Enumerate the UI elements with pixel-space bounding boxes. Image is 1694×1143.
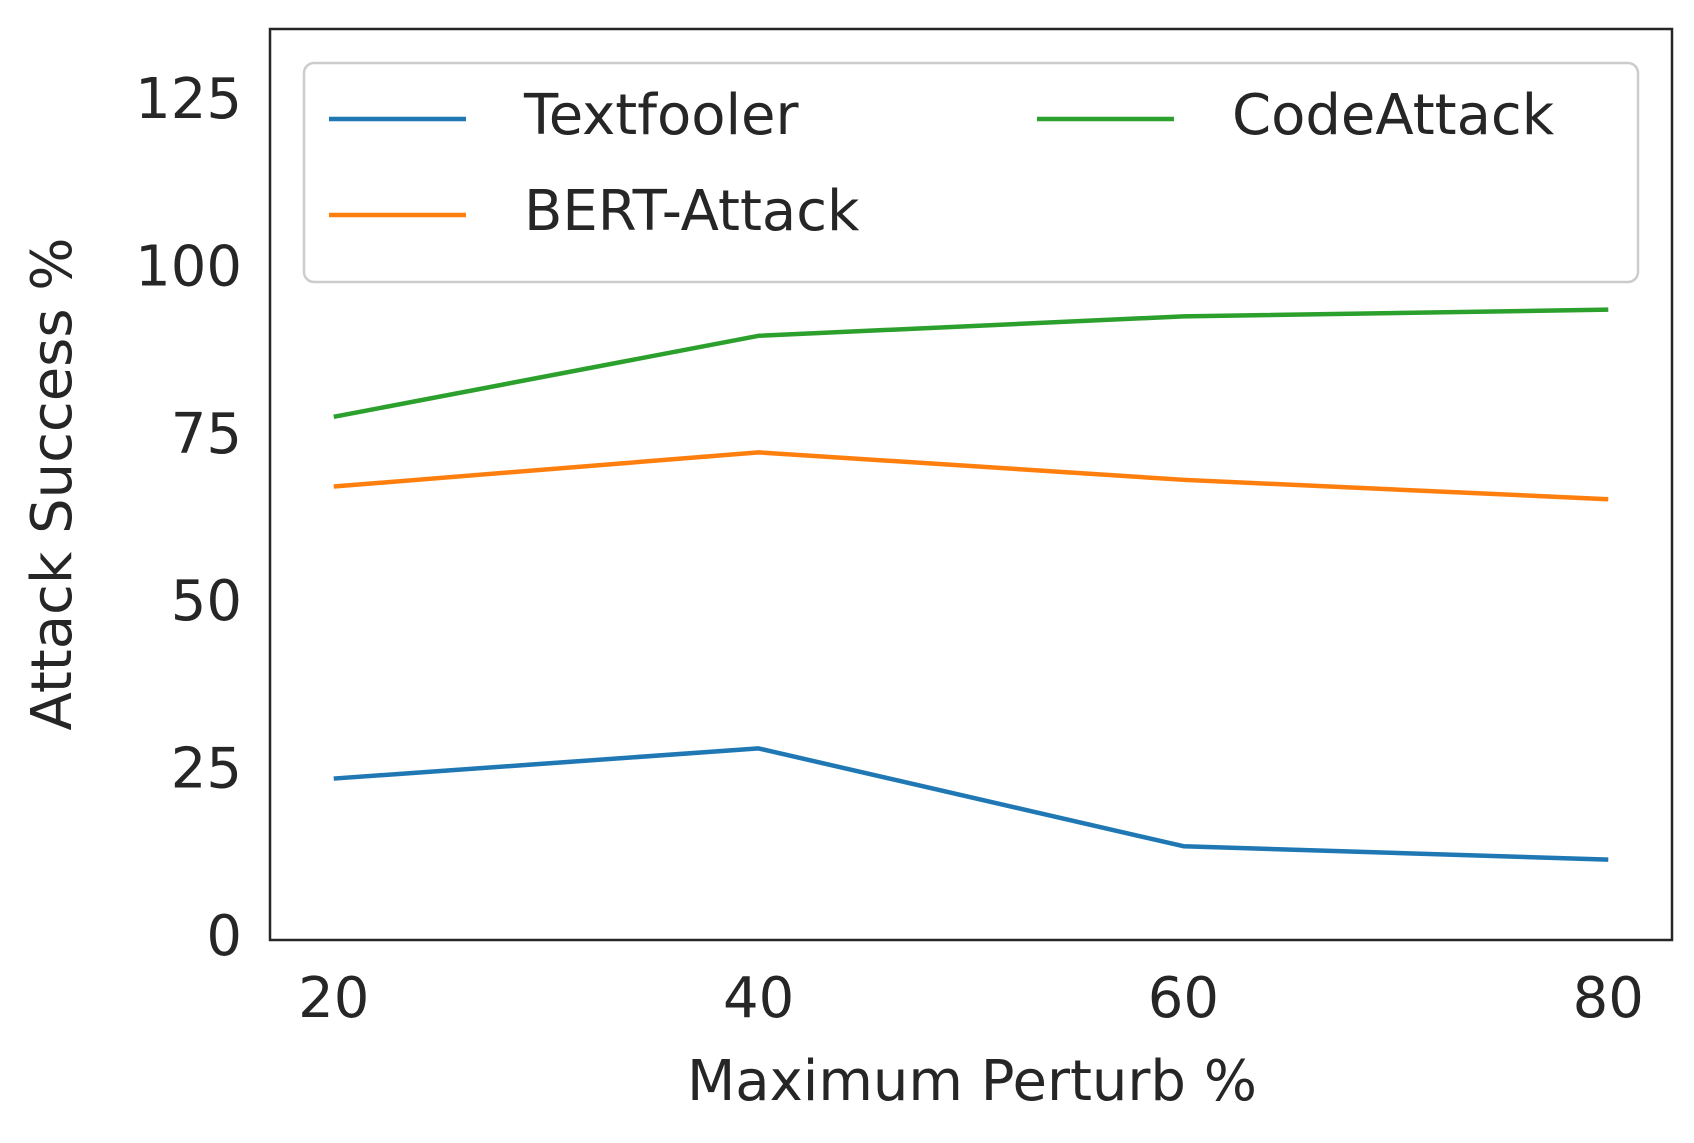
y-tick-label: 50	[171, 569, 242, 634]
y-tick-label: 25	[171, 737, 242, 802]
x-axis-label: Maximum Perturb %	[687, 1049, 1257, 1114]
legend-label: Textfooler	[523, 83, 800, 148]
x-tick-label: 60	[1148, 966, 1219, 1031]
x-tick-label: 40	[723, 966, 794, 1031]
legend-box	[302, 61, 1640, 284]
y-tick-label: 0	[206, 904, 242, 969]
y-axis-label: Attack Success %	[20, 237, 85, 730]
y-tick-label: 125	[135, 67, 242, 132]
series-line	[333, 746, 1609, 862]
x-tick-label: 80	[1573, 966, 1644, 1031]
x-tick-label: 20	[298, 966, 369, 1031]
legend-label: BERT-Attack	[524, 179, 860, 244]
y-tick-label: 100	[135, 234, 242, 299]
series-line	[333, 450, 1609, 502]
y-tick-label: 75	[171, 402, 242, 467]
legend-label: CodeAttack	[1232, 83, 1555, 148]
plot-frame	[268, 27, 1674, 942]
series-line	[333, 307, 1609, 420]
